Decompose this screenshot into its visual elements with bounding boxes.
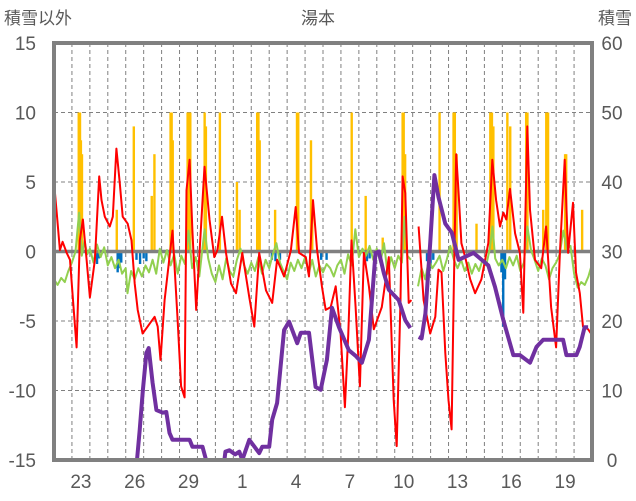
left-tick-label: 10 [15, 104, 36, 125]
x-tick-label: 7 [345, 472, 356, 493]
orange-bar [580, 209, 584, 252]
orange-bar [297, 112, 300, 252]
orange-bar [258, 140, 261, 252]
lines [53, 125, 593, 462]
chart-title: 湯本 [301, 9, 335, 29]
left-tick-label: 15 [15, 34, 36, 55]
plot-frame [52, 41, 594, 462]
right-tick-label: 50 [601, 104, 622, 125]
orange-bar [381, 237, 384, 252]
right-tick-label: 10 [601, 382, 622, 403]
orange-bar [452, 112, 455, 252]
right-tick-label: 60 [601, 34, 622, 55]
orange-bar [187, 112, 191, 252]
blue-bar [274, 251, 277, 262]
orange-bar [203, 112, 206, 252]
x-tick-label: 26 [124, 472, 145, 493]
orange-bar [455, 154, 458, 252]
orange-bar [542, 209, 545, 252]
blue-bar [278, 251, 282, 260]
blue-bar [365, 251, 369, 262]
orange-bar [295, 112, 299, 252]
x-tick-label: 29 [178, 472, 199, 493]
left-tick-label: -5 [19, 312, 36, 333]
blue-bar [368, 251, 371, 259]
left-tick-label: -15 [9, 451, 36, 472]
right-axis-title: 積雪 [598, 9, 632, 29]
blue-bar [138, 251, 142, 265]
red-line [53, 125, 593, 448]
purple-line [54, 173, 589, 462]
right-tick-label: 20 [601, 312, 622, 333]
blue-bar [95, 251, 99, 265]
x-tick-label: 19 [555, 472, 576, 493]
blue-bar [425, 251, 429, 262]
blue-bar [325, 251, 328, 260]
x-tick-label: 16 [501, 472, 522, 493]
orange-bar [150, 195, 153, 252]
blue-bar [320, 251, 323, 260]
blue-bar [97, 251, 101, 259]
orange-bar [77, 112, 80, 252]
left-tick-label: 5 [25, 173, 36, 194]
blue-bar [145, 251, 148, 262]
orange-bar [475, 223, 478, 252]
orange-bar [115, 209, 118, 252]
right-tick-label: 40 [601, 173, 622, 194]
orange-bar [153, 154, 156, 252]
orange-bar [255, 112, 259, 252]
right-tick-label: 0 [607, 451, 618, 472]
orange-bar [526, 112, 529, 252]
orange-bar [218, 112, 222, 252]
orange-bar [545, 112, 548, 252]
orange-bar [80, 154, 84, 252]
x-tick-label: 4 [291, 472, 302, 493]
orange-bar [350, 112, 353, 252]
x-tick-label: 1 [237, 472, 248, 493]
right-tick-label: 30 [601, 243, 622, 264]
left-tick-label: 0 [25, 243, 36, 264]
orange-bar [546, 112, 550, 252]
orange-bar [238, 209, 241, 252]
blue-bar [120, 251, 123, 263]
x-tick-label: 23 [70, 472, 91, 493]
blue-bar [432, 251, 435, 260]
orange-bar [309, 140, 313, 252]
blue-bar [502, 251, 505, 327]
orange-bar [257, 112, 260, 252]
blue-bar [135, 251, 138, 260]
blue-bar [142, 251, 145, 259]
orange-bar [171, 140, 174, 252]
orange-bar [273, 209, 277, 252]
x-tick-label: 13 [447, 472, 468, 493]
orange-bar [364, 195, 367, 252]
x-tick-label: 10 [393, 472, 414, 493]
left-tick-label: -10 [9, 382, 36, 403]
orange-bar [506, 112, 509, 252]
left-axis-title: 積雪以外 [4, 9, 72, 29]
orange-bar [438, 112, 441, 252]
orange-bar [492, 126, 495, 252]
orange-bar [235, 182, 239, 252]
orange-bar [132, 126, 136, 252]
